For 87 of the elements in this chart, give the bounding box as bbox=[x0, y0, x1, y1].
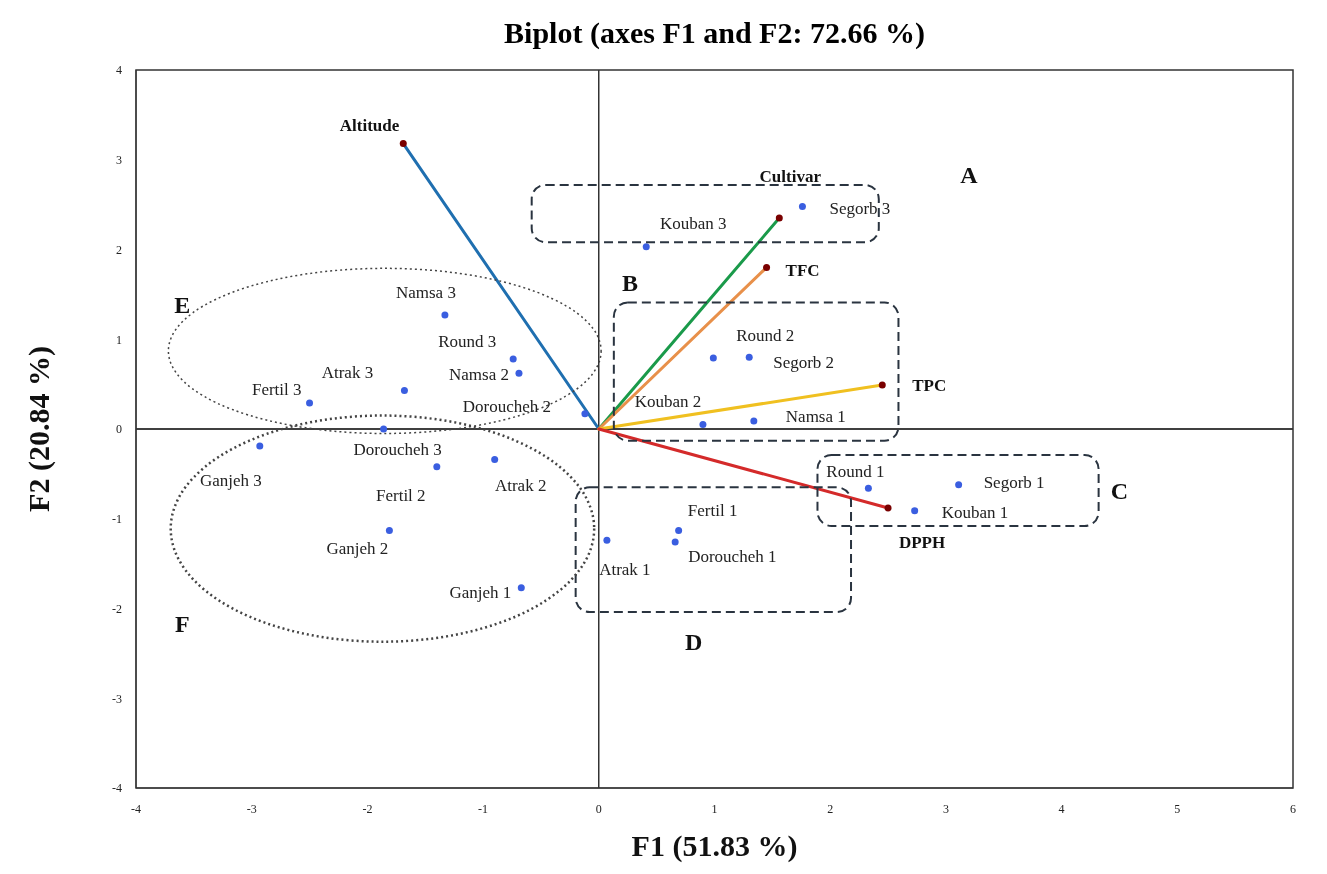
point bbox=[380, 425, 388, 433]
y-tick-label: 0 bbox=[116, 422, 122, 437]
y-tick-label: -2 bbox=[112, 601, 122, 616]
point bbox=[699, 421, 707, 429]
y-tick-label: -4 bbox=[112, 781, 122, 796]
point bbox=[675, 526, 683, 534]
point bbox=[603, 536, 611, 544]
data-label: Kouban 2 bbox=[634, 392, 702, 412]
point bbox=[581, 410, 589, 418]
point bbox=[515, 369, 523, 377]
data-label: Fertil 1 bbox=[687, 501, 738, 521]
point bbox=[441, 311, 449, 319]
y-axis-title: F2 (20.84 %) bbox=[21, 346, 56, 512]
annotation: C bbox=[1110, 478, 1129, 505]
y-tick-label: 1 bbox=[116, 332, 122, 347]
y-tick-label: -1 bbox=[112, 512, 122, 527]
annotation: F bbox=[174, 610, 190, 637]
point bbox=[709, 354, 717, 362]
point bbox=[878, 381, 886, 389]
x-tick-label: 1 bbox=[711, 801, 718, 816]
data-label: Namsa 2 bbox=[449, 365, 509, 385]
point bbox=[775, 214, 783, 222]
point bbox=[798, 202, 806, 210]
series-label: TPC bbox=[912, 375, 947, 395]
point bbox=[864, 484, 872, 492]
data-label: Doroucheh 3 bbox=[353, 439, 442, 459]
point bbox=[385, 526, 393, 534]
x-tick-label: -1 bbox=[478, 801, 489, 816]
x-tick-label: -4 bbox=[131, 801, 141, 816]
data-label: Atrak 3 bbox=[321, 363, 374, 383]
point bbox=[750, 417, 758, 425]
point bbox=[911, 507, 919, 515]
point bbox=[491, 456, 499, 464]
series-label: TFC bbox=[785, 261, 820, 281]
x-tick-label: 6 bbox=[1290, 801, 1296, 816]
annotation: D bbox=[685, 628, 703, 655]
point bbox=[642, 243, 650, 251]
text: Cultivar bbox=[759, 166, 822, 186]
x-tick-label: 0 bbox=[595, 801, 602, 816]
data-label: Round 3 bbox=[438, 331, 497, 351]
data-label: Atrak 2 bbox=[494, 476, 547, 496]
data-label: Namsa 1 bbox=[785, 406, 846, 426]
point bbox=[671, 538, 679, 546]
annotation: B bbox=[622, 269, 639, 296]
data-label: Namsa 3 bbox=[395, 282, 456, 302]
x-tick-label: 5 bbox=[1174, 801, 1181, 816]
data-label: Segorb 2 bbox=[773, 353, 835, 373]
data-label: Fertil 2 bbox=[376, 485, 426, 505]
x-tick-label: 4 bbox=[1058, 801, 1065, 816]
y-tick-label: 2 bbox=[116, 242, 122, 257]
point bbox=[763, 263, 771, 271]
x-tick-label: 2 bbox=[827, 801, 834, 816]
annotation: E bbox=[174, 292, 191, 319]
point bbox=[256, 442, 264, 450]
data-label: Kouban 3 bbox=[659, 213, 727, 233]
data-label: Segorb 1 bbox=[983, 472, 1045, 492]
data-label: Round 1 bbox=[826, 462, 885, 482]
y-tick-label: 4 bbox=[116, 63, 122, 78]
point bbox=[745, 353, 753, 361]
data-label: Doroucheh 1 bbox=[688, 546, 777, 566]
data-label: Ganjeh 1 bbox=[449, 582, 512, 602]
data-label: Round 2 bbox=[736, 326, 795, 345]
series-label: Altitude bbox=[339, 115, 400, 135]
point bbox=[433, 463, 441, 471]
data-label: Segorb 3 bbox=[829, 199, 891, 219]
chart-title: Biplot (axes F1 and F2: 72.66 %) bbox=[503, 16, 926, 50]
y-tick-label: 3 bbox=[116, 153, 122, 168]
point bbox=[517, 584, 525, 592]
annotation: A bbox=[960, 162, 979, 189]
data-label: Doroucheh 2 bbox=[462, 396, 552, 416]
point bbox=[306, 399, 314, 407]
data-label: Ganjeh 2 bbox=[326, 539, 389, 559]
x-tick-label: 3 bbox=[942, 801, 949, 816]
x-axis-title: F1 (51.83 %) bbox=[631, 829, 798, 863]
point bbox=[884, 504, 892, 512]
series-label: DPPH bbox=[898, 532, 946, 552]
point bbox=[399, 140, 407, 148]
point bbox=[955, 481, 963, 489]
x-tick-label: -2 bbox=[362, 801, 373, 816]
data-label: Kouban 1 bbox=[941, 502, 1009, 522]
data-label: Fertil 3 bbox=[251, 379, 302, 399]
point bbox=[509, 355, 517, 363]
data-label: Atrak 1 bbox=[599, 560, 651, 580]
data-label: Ganjeh 3 bbox=[199, 470, 262, 490]
point bbox=[400, 386, 408, 394]
y-tick-label: -3 bbox=[112, 691, 122, 706]
x-tick-label: -3 bbox=[246, 801, 257, 816]
